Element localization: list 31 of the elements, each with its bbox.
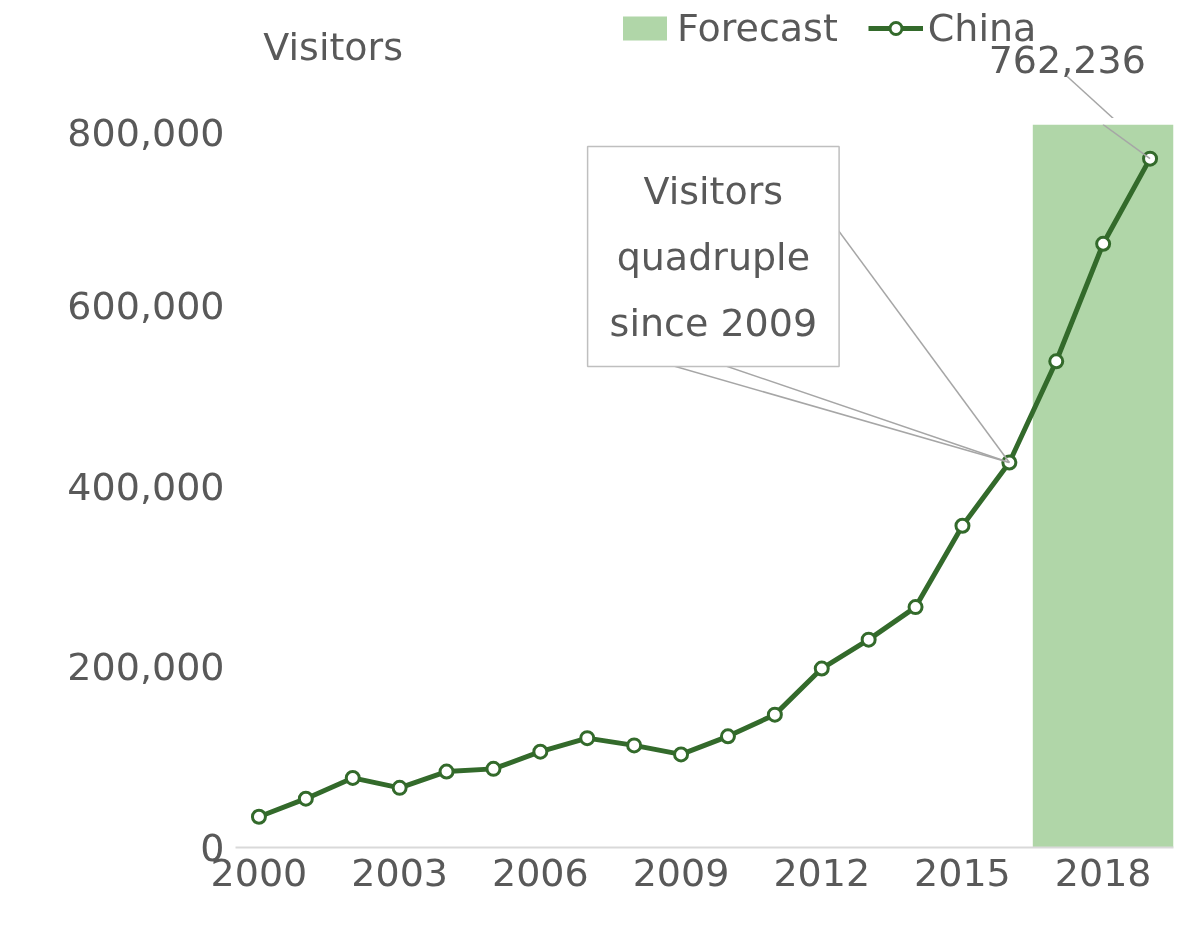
- point: [1095, 235, 1112, 252]
- point: [579, 730, 596, 747]
- point: [250, 808, 267, 825]
- point: [673, 746, 690, 763]
- x-tick-label: 2018: [1054, 850, 1152, 895]
- point: [532, 743, 549, 760]
- point: [860, 631, 877, 648]
- point: [1142, 150, 1159, 167]
- point: [485, 760, 502, 777]
- point: [438, 763, 455, 780]
- x-tick-label: 2003: [351, 850, 449, 895]
- x-tick-label: 2009: [632, 850, 730, 895]
- point: [626, 737, 643, 754]
- point: [907, 599, 924, 616]
- y-axis-title: Visitors: [263, 24, 404, 69]
- x-tick-label: 2015: [914, 850, 1011, 895]
- point: [344, 769, 361, 786]
- point: [813, 660, 830, 677]
- y-tick-label: 600,000: [67, 283, 225, 328]
- y-tick-label: 200,000: [67, 645, 225, 690]
- point: [391, 779, 408, 796]
- legend-label: Forecast: [677, 6, 838, 50]
- annotation: Visitors quadruple since 2009: [609, 168, 818, 345]
- x-tick-label: 2012: [773, 850, 871, 895]
- point: [954, 517, 971, 534]
- point: [719, 728, 736, 745]
- point: [766, 706, 783, 723]
- y-tick-label: 400,000: [67, 464, 225, 509]
- point: [1048, 353, 1065, 370]
- point: [297, 790, 314, 807]
- x-tick-label: 2006: [492, 850, 589, 895]
